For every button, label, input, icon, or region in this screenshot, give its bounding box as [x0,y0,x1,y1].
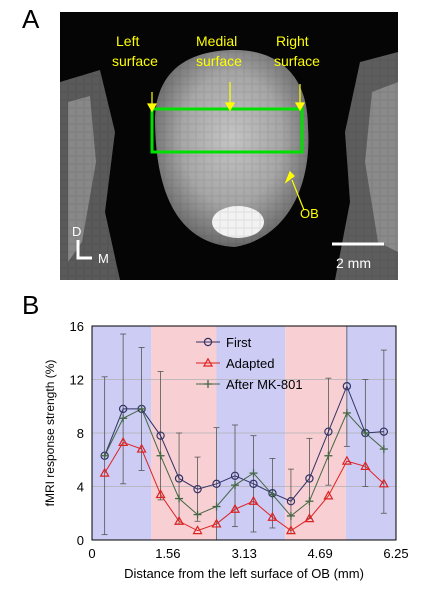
point-0-12 [324,427,333,436]
y-tick-label-16: 16 [70,319,84,334]
legend-item-1: Adapted [196,356,274,371]
legend-label-2: After MK-801 [226,377,303,392]
point-1-3 [155,489,166,499]
plot-frame [91,325,397,541]
panel-a-letter: A [22,4,40,34]
y-axis-label: fMRI response strength (%) [43,360,57,507]
legend: First Adapted After MK-801 [196,335,303,392]
point-0-13 [342,381,352,391]
x-tick-label-1.56: 1.56 [155,546,180,561]
point-0-15 [379,427,389,436]
point-1-4 [174,515,185,525]
point-2-11 [305,497,314,506]
point-1-1 [118,436,129,446]
point-2-5 [193,510,202,519]
point-2-1 [119,414,128,423]
point-2-4 [175,494,184,503]
scale-bar-label: 2 mm [336,255,371,271]
series-markers [99,381,389,535]
right-surface-label-line2: surface [274,53,320,69]
x-tick-labels: 0 1.56 3.13 4.69 6.25 [88,546,408,561]
point-1-13 [341,455,352,465]
y-tick-label-12: 12 [70,373,84,388]
point-0-10 [286,497,296,506]
x-tick-label-4.69: 4.69 [307,546,332,561]
medial-surface-label-line2: surface [196,53,242,69]
orientation-icon [76,240,92,260]
legend-label-0: First [226,335,252,350]
point-1-11 [304,513,315,523]
point-0-4 [174,474,184,483]
point-1-9 [267,511,278,521]
point-1-0 [99,467,110,477]
point-2-14 [361,429,370,437]
left-surface-label-line1: Left [116,33,139,49]
annotation-arrows [146,82,306,211]
point-2-10 [286,511,295,520]
point-2-3 [156,451,165,460]
legend-marker-1 [202,357,214,367]
point-1-14 [360,461,371,471]
mri-tissue [60,12,398,280]
series-lines [104,384,385,532]
legend-label-1: Adapted [226,356,274,371]
legend-marker-2 [204,380,212,388]
orientation-d-label: D [72,224,81,239]
medial-surface-label-line1: Medial [196,33,237,49]
legend-item-2: After MK-801 [196,377,303,392]
point-2-9 [268,490,277,499]
point-0-11 [305,474,314,483]
point-2-8 [249,469,258,478]
point-0-3 [156,431,165,440]
point-0-8 [249,479,258,489]
point-0-5 [193,484,202,494]
x-axis-label: Distance from the left surface of OB (mm… [124,566,364,581]
point-1-6 [211,518,222,528]
point-1-10 [285,525,296,535]
point-0-1 [118,404,128,414]
line-chart: 0 1.56 3.13 4.69 6.25 0 4 8 12 16 First Adapted Af… [43,319,409,581]
point-2-6 [212,502,221,511]
point-2-2 [137,404,146,413]
point-1-5 [192,525,203,535]
y-tick-label-4: 4 [77,480,84,495]
point-1-15 [378,478,389,488]
point-1-12 [323,490,334,500]
x-tick-label-6.25: 6.25 [383,546,408,561]
right-surface-label-line1: Right [276,33,309,49]
legend-item-0: First [196,335,252,350]
legend-marker-0 [203,337,213,347]
roi-rectangle [150,107,304,154]
point-2-13 [342,408,351,417]
ob-label: OB [300,206,319,221]
point-2-0 [100,451,109,460]
y-tick-labels: 0 4 8 12 16 [70,319,84,548]
left-surface-label-line2: surface [112,53,158,69]
point-2-7 [231,481,240,490]
gridlines [92,379,396,487]
mri-image-panel: Left surface Medial surface Right surfac… [60,12,398,280]
series-line-1 [104,441,385,532]
point-0-6 [212,479,221,489]
point-0-7 [230,471,240,480]
point-2-12 [324,451,333,460]
x-tick-label-0: 0 [88,546,95,561]
y-tick-label-8: 8 [77,426,84,441]
orientation-m-label: M [98,251,109,266]
series-line-0 [104,384,384,502]
point-1-7 [229,503,241,513]
point-2-15 [379,445,388,454]
x-tick-label-3.13: 3.13 [232,546,257,561]
panel-b-letter: B [22,290,40,320]
point-1-8 [248,495,259,505]
series-line-2 [104,408,385,517]
y-tick-label-0: 0 [77,533,84,548]
point-1-2 [136,443,147,453]
